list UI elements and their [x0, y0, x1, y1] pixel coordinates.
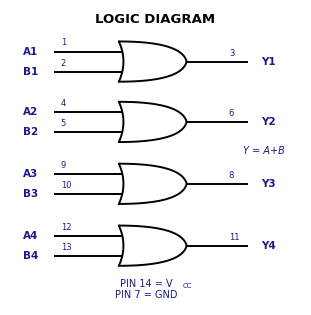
Text: 11: 11	[229, 233, 239, 242]
Text: B3: B3	[23, 189, 38, 199]
Text: 5: 5	[61, 119, 66, 128]
Text: B1: B1	[23, 67, 38, 77]
Text: Y2: Y2	[261, 117, 276, 127]
Text: A3: A3	[23, 169, 38, 179]
Text: 2: 2	[61, 59, 66, 68]
Text: LOGIC DIAGRAM: LOGIC DIAGRAM	[95, 13, 216, 26]
Text: 8: 8	[229, 171, 234, 180]
Text: Y1: Y1	[261, 57, 276, 66]
Text: PIN 14 = V: PIN 14 = V	[120, 279, 173, 289]
Text: Y = A+B: Y = A+B	[243, 146, 285, 156]
Text: B2: B2	[23, 127, 38, 137]
Text: B4: B4	[22, 251, 38, 261]
Text: 12: 12	[61, 223, 71, 232]
Text: A2: A2	[23, 107, 38, 117]
Text: CC: CC	[183, 283, 192, 289]
Text: A4: A4	[22, 231, 38, 241]
Text: 10: 10	[61, 181, 71, 190]
Text: 13: 13	[61, 243, 72, 252]
Text: 3: 3	[229, 49, 234, 58]
Text: Y3: Y3	[261, 179, 276, 189]
Text: PIN 7 = GND: PIN 7 = GND	[115, 290, 178, 300]
Text: 9: 9	[61, 161, 66, 170]
Text: Y4: Y4	[261, 241, 276, 251]
Text: 1: 1	[61, 38, 66, 48]
Text: 6: 6	[229, 109, 234, 118]
Text: 4: 4	[61, 99, 66, 108]
Text: A1: A1	[23, 47, 38, 56]
